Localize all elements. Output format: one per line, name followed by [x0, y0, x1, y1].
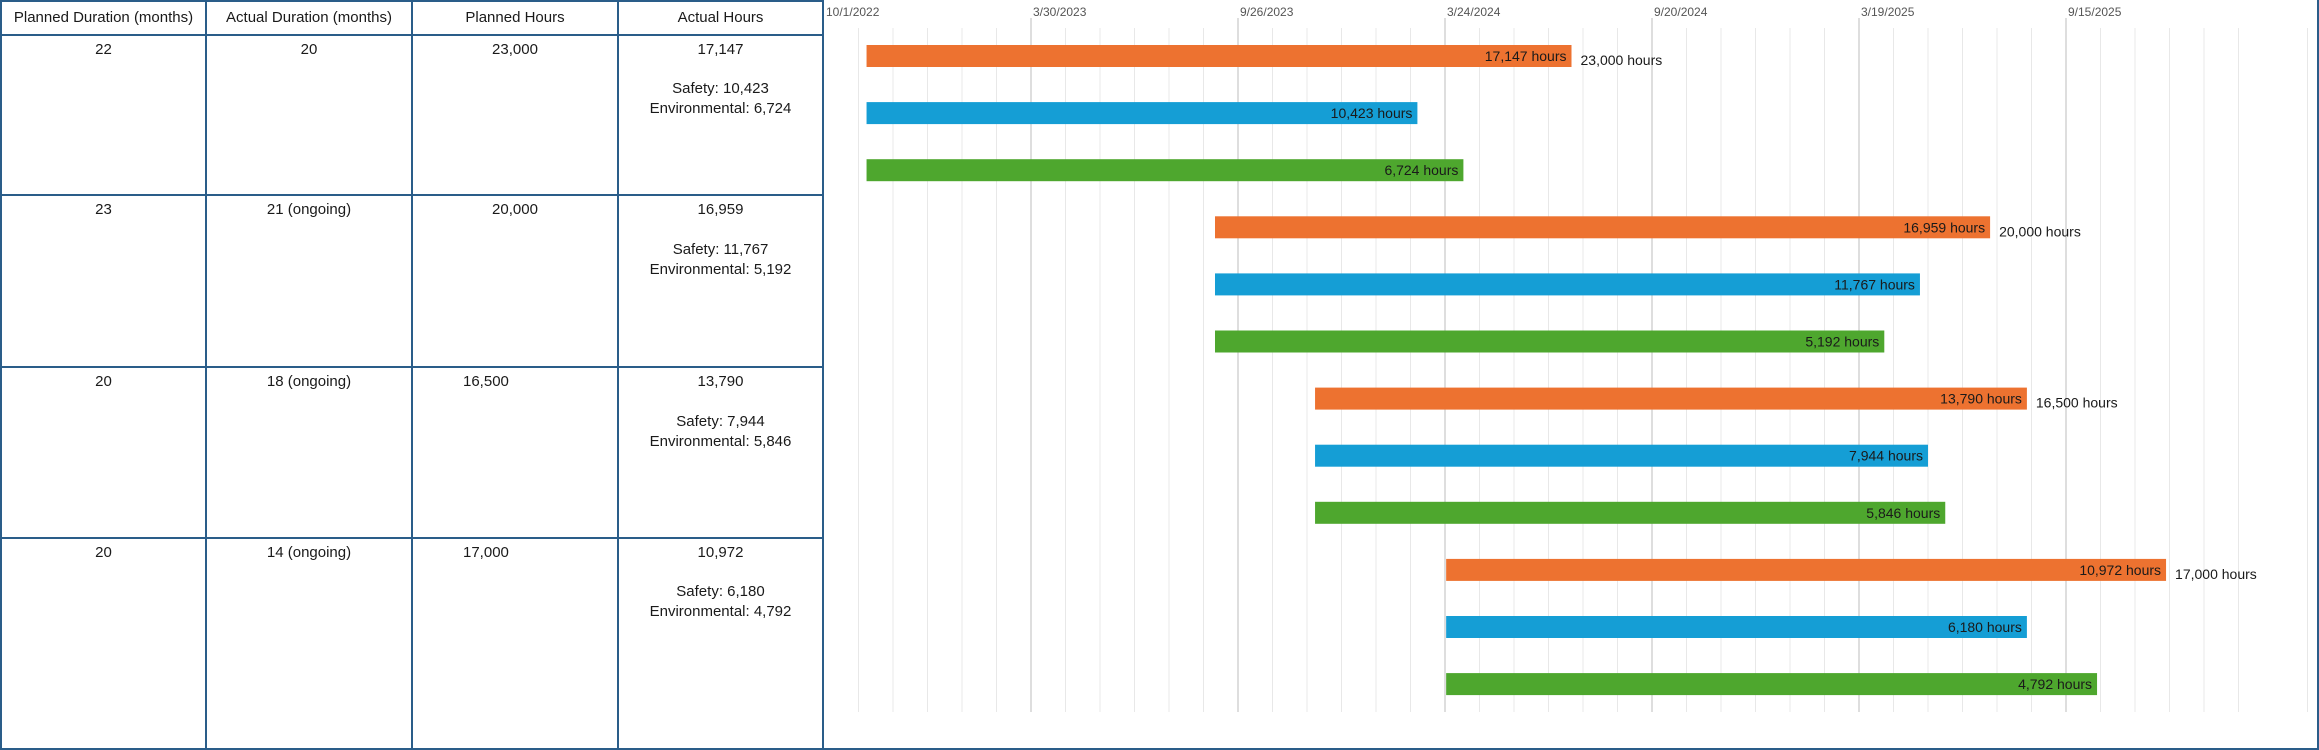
cell-planned-hours: 16,500 [463, 373, 509, 390]
planned-hours-label: 23,000 hours [1581, 52, 1663, 68]
cell-planned-hours: 17,000 [463, 544, 509, 561]
table-header-divider [0, 34, 823, 36]
cell-actual-hours: 16,959 [697, 201, 744, 218]
bar-value-label: 5,846 hours [1866, 505, 1940, 521]
bar-value-label: 11,767 hours [1834, 276, 1915, 292]
table-row-divider [0, 194, 823, 196]
bar-value-label: 7,944 hours [1849, 448, 1923, 464]
x-tick-label: 9/20/2024 [1654, 5, 1708, 19]
cell-environmental-hours: Environmental: 6,724 [649, 100, 792, 117]
cell-environmental-hours: Environmental: 5,846 [649, 433, 792, 450]
cell-environmental-hours: Environmental: 4,792 [649, 603, 792, 620]
cell-planned-duration: 20 [95, 544, 112, 561]
bar-value-label: 10,423 hours [1331, 105, 1413, 121]
planned-hours-label: 20,000 hours [1999, 223, 2081, 239]
x-tick-label: 3/19/2025 [1861, 5, 1915, 19]
header-planned-hours: Planned Hours [465, 9, 565, 26]
cell-actual-hours: 13,790 [697, 373, 744, 390]
bar-safety [1315, 444, 1928, 467]
bar-safety [1446, 616, 2027, 638]
chart-border-right [2317, 0, 2319, 750]
bar-value-label: 4,792 hours [2018, 676, 2092, 692]
table-row-divider [0, 366, 823, 368]
cell-actual-duration: 21 (ongoing) [266, 201, 352, 218]
bar-value-label: 6,180 hours [1948, 619, 2022, 635]
cell-environmental-hours: Environmental: 5,192 [649, 261, 792, 278]
cell-planned-hours: 20,000 [492, 201, 538, 218]
cell-safety-hours: Safety: 7,944 [676, 413, 765, 430]
x-tick-label: 10/1/2022 [826, 5, 880, 19]
bar-actual [1215, 216, 1991, 239]
table-row-divider [0, 537, 823, 539]
cell-actual-duration: 20 [300, 41, 318, 58]
cell-planned-duration: 22 [95, 41, 112, 58]
bar-safety [866, 102, 1418, 125]
planned-hours-label: 17,000 hours [2175, 566, 2257, 582]
table-column-divider [822, 0, 824, 750]
header-planned-duration: Planned Duration (months) [13, 9, 194, 26]
bar-value-label: 17,147 hours [1485, 48, 1567, 64]
table-column-divider [617, 0, 619, 750]
bar-value-label: 16,959 hours [1903, 219, 1985, 235]
cell-planned-hours: 23,000 [492, 41, 538, 58]
table-column-divider [411, 0, 413, 750]
bar-environmental [1446, 673, 2098, 696]
bar-actual [1315, 387, 2027, 410]
bar-actual [1446, 558, 2167, 581]
cell-safety-hours: Safety: 10,423 [672, 80, 769, 97]
bar-environmental [1215, 330, 1885, 353]
x-tick-label: 3/24/2024 [1447, 5, 1501, 19]
table-border-left [0, 0, 2, 750]
cell-actual-hours: 17,147 [697, 41, 744, 58]
cell-actual-duration: 14 (ongoing) [266, 544, 352, 561]
bar-value-label: 5,192 hours [1805, 334, 1879, 350]
bar-value-label: 13,790 hours [1940, 391, 2022, 407]
planned-hours-label: 16,500 hours [2036, 395, 2118, 411]
header-actual-duration: Actual Duration (months) [226, 9, 392, 26]
cell-actual-hours: 10,972 [697, 544, 744, 561]
cell-actual-duration: 18 (ongoing) [266, 373, 352, 390]
header-actual-hours: Actual Hours [677, 9, 764, 26]
cell-planned-duration: 23 [95, 201, 112, 218]
bar-environmental [1315, 501, 1946, 524]
table-border-bottom [0, 748, 2319, 750]
bar-value-label: 10,972 hours [2079, 562, 2161, 578]
cell-planned-duration: 20 [95, 373, 112, 390]
x-tick-label: 9/15/2025 [2068, 5, 2122, 19]
bar-safety [1215, 273, 1920, 296]
cell-safety-hours: Safety: 11,767 [672, 241, 769, 258]
bar-environmental [866, 159, 1464, 182]
bar-actual [866, 45, 1572, 67]
table-column-divider [205, 0, 207, 750]
bar-value-label: 6,724 hours [1384, 162, 1458, 178]
table-border-top [0, 0, 823, 2]
x-tick-label: 3/30/2023 [1033, 5, 1087, 19]
cell-safety-hours: Safety: 6,180 [676, 583, 765, 600]
x-tick-label: 9/26/2023 [1240, 5, 1294, 19]
